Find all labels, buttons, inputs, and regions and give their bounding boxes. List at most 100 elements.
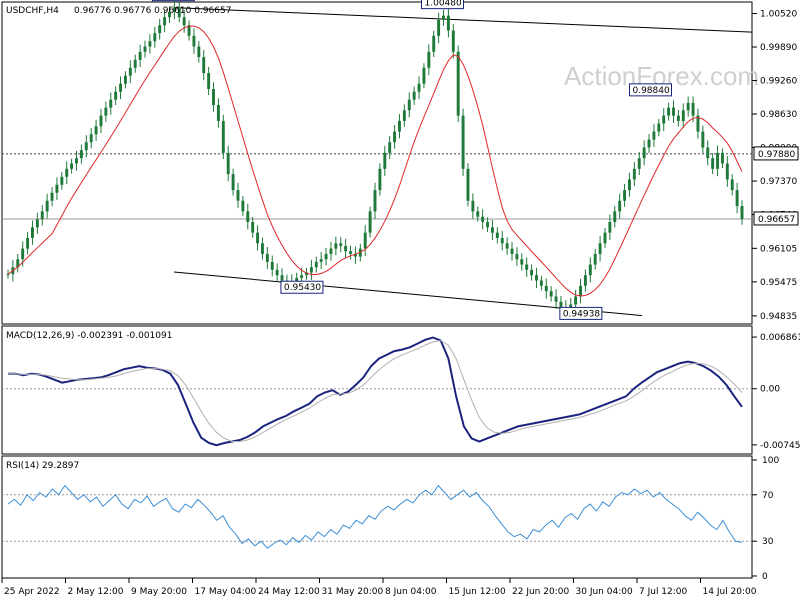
time-tick-label: 24 May 12:00: [258, 587, 320, 597]
candle-body: [123, 75, 127, 84]
candle-body: [65, 168, 69, 177]
candle-body: [378, 168, 382, 191]
price-annotation-box: [559, 306, 603, 320]
candle-body: [207, 73, 211, 90]
candle-body: [471, 200, 475, 212]
price-annotation-label: 0.94938: [563, 309, 600, 319]
candle-body: [383, 152, 387, 169]
rsi-panel-frame: [1, 455, 753, 579]
candle-body: [632, 168, 636, 180]
rsi-layer: [2, 484, 752, 549]
price-annotation-box: [280, 280, 324, 294]
candle-body: [305, 272, 308, 276]
candle-body: [246, 211, 250, 223]
candle-body: [730, 179, 734, 191]
candle-body: [114, 91, 118, 100]
candle-body: [711, 158, 715, 169]
candle-body: [40, 211, 44, 220]
candle-body: [402, 110, 406, 121]
time-tick-label: 15 Jun 12:00: [449, 587, 506, 597]
candle-body: [226, 152, 230, 175]
time-tick-label: 9 May 20:00: [131, 587, 187, 597]
time-tick-label: 22 Jun 20:00: [512, 587, 569, 597]
candle-body: [256, 232, 260, 244]
candle-body: [89, 134, 93, 143]
rsi-tick-label: 100: [762, 456, 779, 466]
candle-body: [647, 139, 651, 148]
macd-tick-label: -0.007454: [760, 441, 800, 451]
candle-body: [608, 222, 612, 233]
candle-body: [79, 150, 83, 159]
time-tick-label: 7 Jul 12:00: [639, 587, 688, 597]
candle-body: [368, 211, 372, 233]
price-tick-label: 0.94835: [760, 312, 797, 322]
candle-body: [172, 7, 176, 12]
candle-body: [500, 237, 504, 244]
price-value-box: [753, 211, 799, 226]
candle-body: [735, 190, 739, 207]
candle-body: [265, 253, 269, 262]
axis-layer: 1.005200.998900.992600.986300.980000.973…: [1, 10, 800, 597]
candle-body: [706, 147, 710, 159]
candle-body: [397, 120, 401, 132]
rsi-line: [7, 484, 743, 549]
candle-body: [128, 67, 132, 76]
candle-body: [505, 243, 509, 249]
candle-body: [593, 253, 597, 265]
candle-body: [168, 11, 171, 18]
candle-body: [681, 110, 685, 121]
time-tick-label: 2 May 12:00: [68, 587, 124, 597]
candle-body: [143, 46, 147, 52]
candle-body: [696, 115, 700, 132]
candle-body: [544, 285, 548, 292]
signal-line: [8, 339, 743, 442]
candle-body: [373, 190, 377, 212]
candle-body: [618, 200, 622, 212]
candle-body: [99, 115, 103, 127]
price-annotation-label: 0.98840: [632, 86, 669, 96]
candle-body: [21, 248, 25, 260]
candle-body: [133, 59, 137, 68]
candle-body: [212, 89, 215, 105]
candle-body: [442, 15, 445, 20]
candle-body: [686, 102, 690, 111]
candle-body: [432, 35, 436, 52]
candle-body: [344, 245, 348, 252]
price-tick-label: 0.95475: [760, 278, 797, 288]
candle-body: [525, 264, 529, 270]
candle-body: [158, 25, 162, 34]
candle-body: [26, 237, 30, 249]
price-tick-label: 0.99260: [760, 77, 797, 87]
candle-body: [662, 115, 666, 124]
price-annotation-label: 1.00630: [155, 0, 192, 1]
candle-body: [260, 243, 264, 254]
candle-body: [520, 259, 524, 265]
candle-body: [535, 275, 538, 281]
upper-trendline: [174, 7, 753, 33]
candle-body: [314, 261, 318, 268]
candle-body: [319, 259, 323, 262]
candle-body: [295, 277, 299, 282]
candle-body: [251, 222, 255, 233]
price-tick-label: 0.97370: [760, 177, 797, 187]
candle-body: [349, 251, 353, 254]
candle-body: [667, 107, 671, 116]
candle-body: [109, 99, 113, 108]
price-annotation-box: [151, 0, 195, 2]
candle-body: [309, 267, 313, 273]
candle-body: [197, 46, 201, 58]
candle-body: [353, 253, 357, 257]
moving-average-line: [7, 25, 743, 297]
candle-body: [437, 19, 441, 36]
time-tick-label: 14 Jul 20:00: [703, 587, 757, 597]
candle-body: [559, 301, 563, 308]
price-annotation-label: 1.00480: [425, 0, 462, 9]
candle-body: [466, 168, 470, 201]
price-annotation-label: 0.95430: [284, 283, 321, 293]
candle-body: [716, 152, 720, 169]
candle-body: [691, 102, 695, 116]
candle-body: [579, 285, 582, 297]
price-panel-frame: [1, 1, 753, 325]
